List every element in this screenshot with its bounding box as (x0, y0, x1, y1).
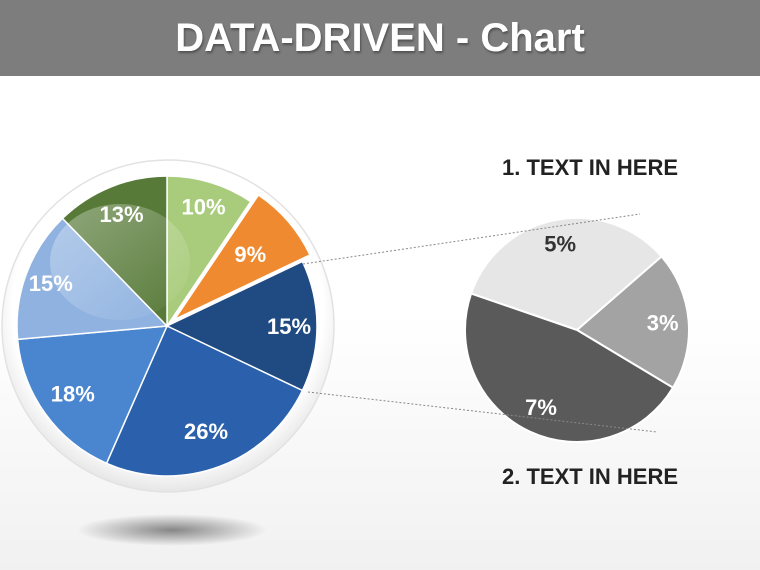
main-pie-slice (166, 175, 252, 329)
main-pie-data-label: 10% (181, 194, 225, 219)
main-pie-data-label: 26% (184, 419, 228, 444)
annotation-bottom: 2. TEXT IN HERE (502, 464, 678, 489)
main-pie-gloss (50, 204, 190, 320)
title-bar: DATA-DRIVEN - Chart (0, 0, 760, 76)
main-pie-slice (16, 325, 169, 465)
main-pie-slice (165, 260, 318, 392)
main-pie: 10%9%15%26%18%15%13% (16, 175, 318, 477)
main-pie-data-label: 9% (234, 242, 266, 267)
page-title: DATA-DRIVEN - Chart (175, 15, 585, 60)
detail-pie-data-label: 7% (525, 395, 557, 420)
detail-pie: 5% 3% 7% (464, 217, 690, 443)
detail-pie-data-label: 5% (544, 232, 576, 257)
main-pie-shadow (77, 514, 267, 546)
detail-pie-data-label: 3% (647, 311, 679, 336)
connector-line-bottom (307, 391, 658, 433)
detail-pie-slice (575, 255, 690, 390)
annotation-top: 1. TEXT IN HERE (502, 155, 678, 180)
main-pie-slice (172, 194, 311, 322)
connector-line-top (302, 213, 641, 265)
main-pie-data-label: 18% (51, 382, 95, 407)
main-pie-data-label: 15% (267, 314, 311, 339)
main-pie-slice (105, 324, 304, 477)
detail-pie-slice (464, 292, 675, 443)
detail-pie-slice (469, 217, 663, 332)
